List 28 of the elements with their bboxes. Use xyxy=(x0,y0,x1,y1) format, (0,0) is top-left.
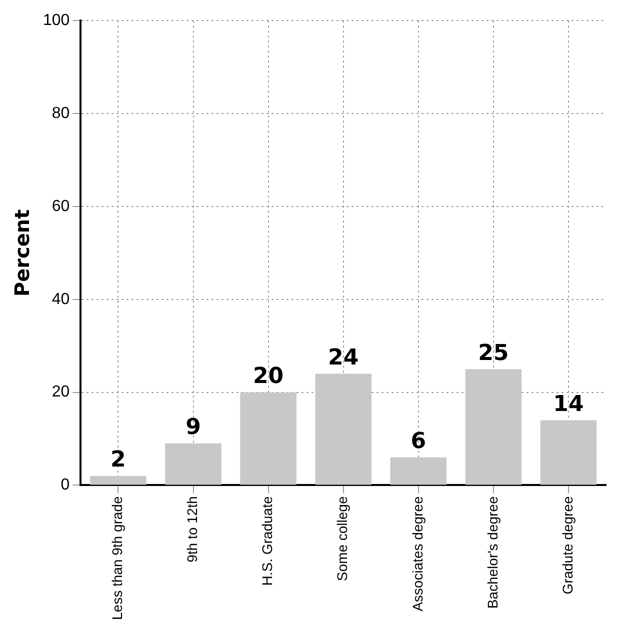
bar xyxy=(240,392,296,485)
data-label: 24 xyxy=(328,345,359,370)
bar xyxy=(390,457,447,485)
y-tick-label: 20 xyxy=(52,384,70,401)
bar xyxy=(90,476,146,485)
x-tick-label: 9th to 12th xyxy=(184,496,200,562)
bar xyxy=(315,374,372,485)
x-tick-label: Less than 9th grade xyxy=(109,496,126,620)
data-label: 25 xyxy=(478,340,509,366)
y-tick-label: 60 xyxy=(52,198,70,215)
bar xyxy=(465,369,522,485)
y-tick-label: 0 xyxy=(60,476,70,494)
y-tick-label: 100 xyxy=(42,12,70,30)
y-axis-title: Percent xyxy=(10,208,34,297)
data-label: 9 xyxy=(186,415,201,440)
y-tick-label: 80 xyxy=(52,104,70,122)
x-tick-label: Some college xyxy=(334,496,350,582)
y-tick-label: 40 xyxy=(52,290,70,308)
x-tick-label: Bachelor's degree xyxy=(484,496,500,609)
bar xyxy=(165,443,222,485)
x-tick-label: Associates degree xyxy=(409,496,426,612)
data-label: 14 xyxy=(553,392,584,417)
data-label: 2 xyxy=(110,448,126,473)
bar xyxy=(540,420,597,485)
x-tick-label: Gradute degree xyxy=(559,496,576,594)
x-tick-label: H.S. Graduate xyxy=(259,496,276,586)
data-label: 6 xyxy=(410,429,426,454)
data-label: 20 xyxy=(252,364,284,390)
